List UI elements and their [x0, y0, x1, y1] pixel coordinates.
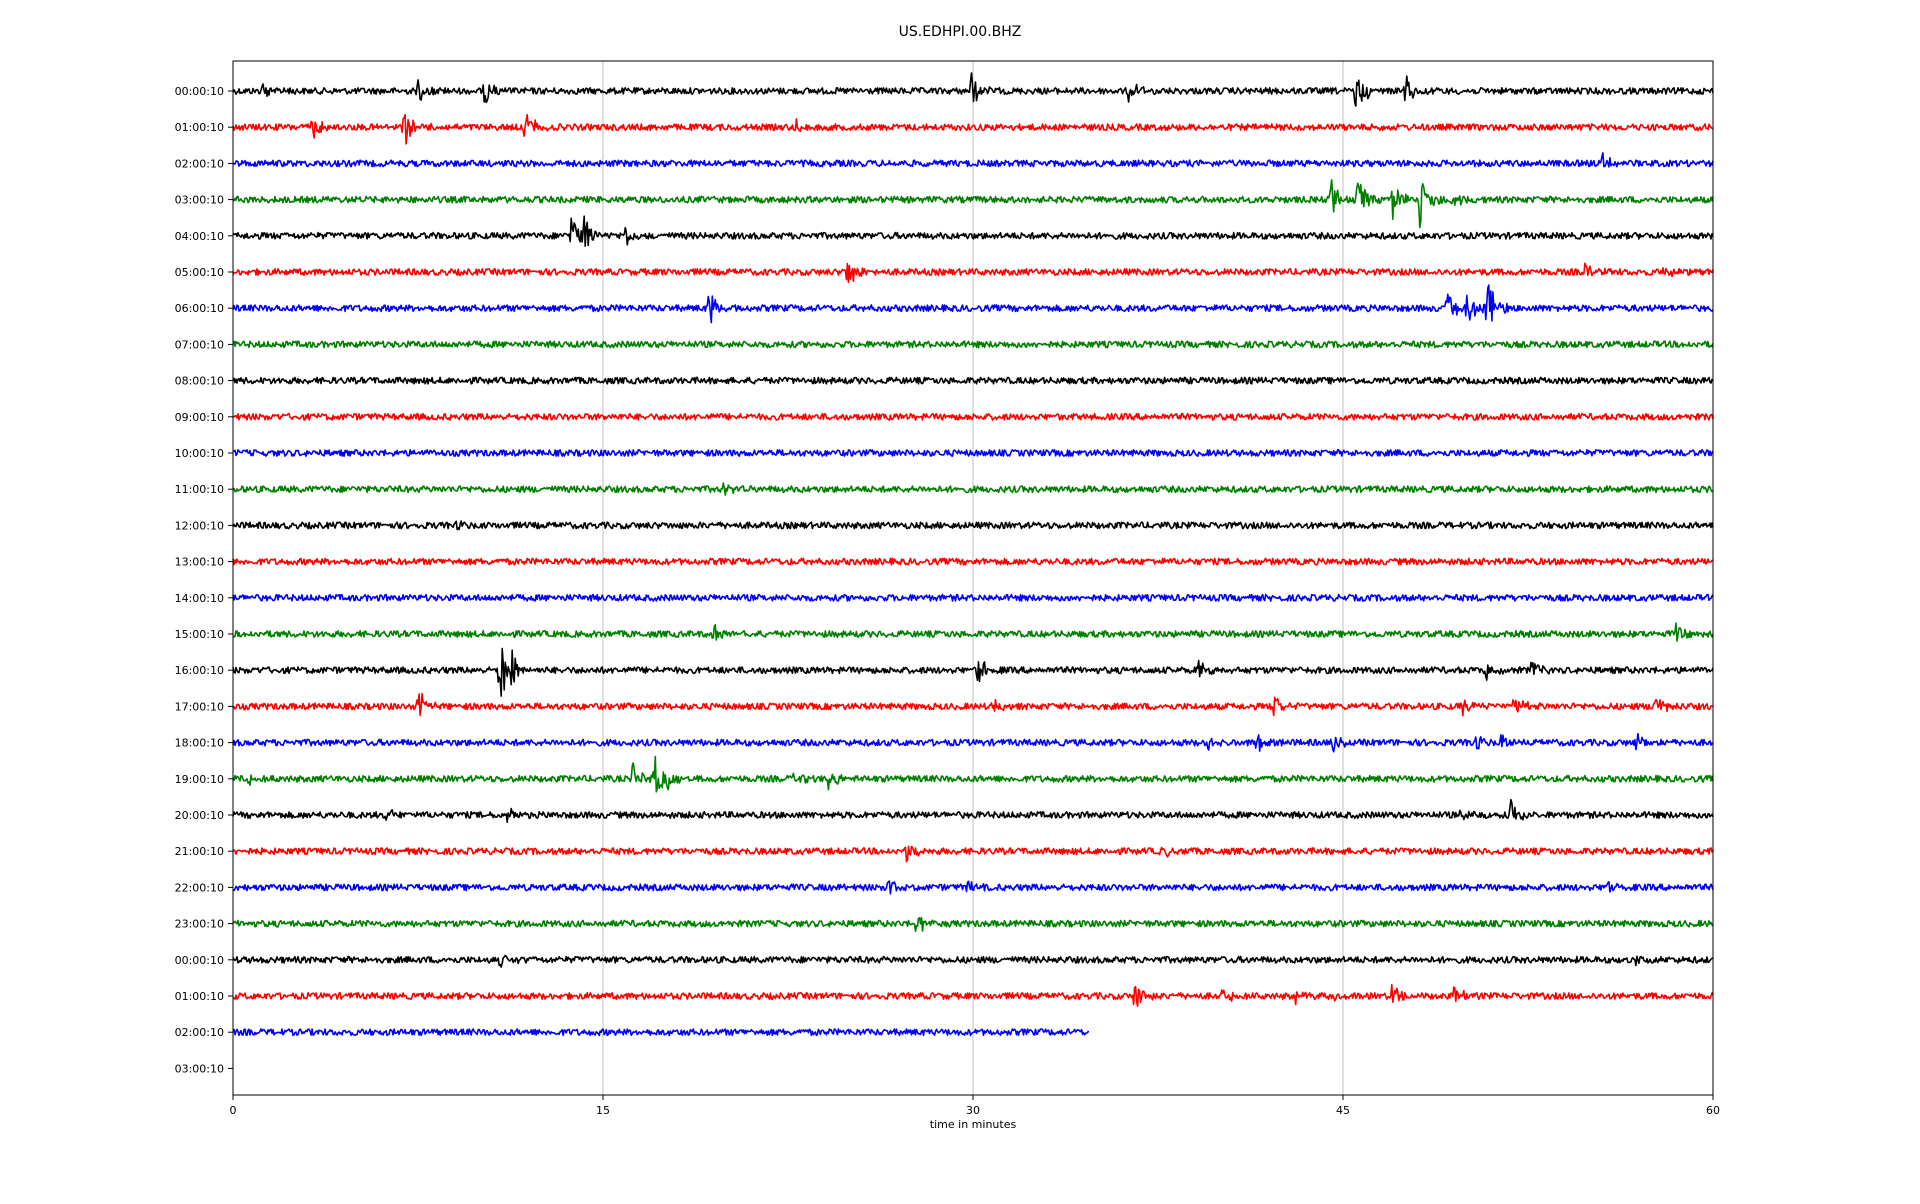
row-time-label: 04:00:10 — [175, 230, 224, 243]
row-time-label: 02:00:10 — [175, 157, 224, 170]
trace-row-19 — [232, 755, 1714, 793]
row-time-label: 13:00:10 — [175, 556, 224, 569]
trace-row-6 — [232, 284, 1714, 324]
row-time-label: 20:00:10 — [175, 809, 224, 822]
x-axis-ticks: 0 15 30 45 60 — [230, 1095, 1720, 1117]
trace-row-8 — [232, 376, 1714, 385]
x-tick-label: 15 — [596, 1104, 610, 1117]
row-time-label: 07:00:10 — [175, 338, 224, 351]
row-time-label: 01:00:10 — [175, 990, 224, 1003]
trace-row-7 — [232, 340, 1714, 349]
trace-row-13 — [232, 557, 1714, 566]
row-time-label: 17:00:10 — [175, 700, 224, 713]
row-time-label: 16:00:10 — [175, 664, 224, 677]
row-time-label: 14:00:10 — [175, 592, 224, 605]
x-tick-label: 30 — [966, 1104, 980, 1117]
row-time-label: 09:00:10 — [175, 411, 224, 424]
trace-row-22 — [232, 880, 1714, 895]
grid-lines — [602, 61, 1344, 1095]
trace-row-1 — [232, 113, 1714, 145]
x-tick-label: 60 — [1706, 1104, 1720, 1117]
row-time-label: 01:00:10 — [175, 121, 224, 134]
row-time-label: 21:00:10 — [175, 845, 224, 858]
row-time-label: 05:00:10 — [175, 266, 224, 279]
row-time-label: 10:00:10 — [175, 447, 224, 460]
trace-row-11 — [232, 482, 1714, 496]
row-time-label: 11:00:10 — [175, 483, 224, 496]
trace-row-21 — [232, 845, 1714, 863]
trace-row-20 — [232, 798, 1714, 824]
trace-row-4 — [232, 215, 1714, 247]
trace-row-16 — [232, 647, 1714, 697]
trace-row-24 — [232, 954, 1714, 968]
trace-row-14 — [232, 593, 1714, 602]
row-time-label: 18:00:10 — [175, 737, 224, 750]
trace-row-26 — [232, 1028, 1090, 1037]
x-tick-label: 0 — [230, 1104, 237, 1117]
row-time-labels: 00:00:10 01:00:10 02:00:10 03:00:10 04:00:10… — [175, 85, 233, 1075]
trace-row-23 — [232, 916, 1714, 932]
row-time-label: 22:00:10 — [175, 881, 224, 894]
row-time-label: 00:00:10 — [175, 85, 224, 98]
trace-row-17 — [232, 692, 1714, 717]
trace-row-3 — [232, 179, 1714, 229]
trace-row-18 — [232, 732, 1714, 753]
trace-row-2 — [232, 152, 1714, 168]
trace-row-15 — [232, 622, 1714, 642]
row-time-label: 00:00:10 — [175, 954, 224, 967]
row-time-label: 06:00:10 — [175, 302, 224, 315]
x-tick-label: 45 — [1336, 1104, 1350, 1117]
trace-row-0 — [232, 72, 1714, 107]
row-time-label: 23:00:10 — [175, 918, 224, 931]
chart-title: US.EDHPI.00.BHZ — [899, 24, 1022, 40]
row-time-label: 02:00:10 — [175, 1026, 224, 1039]
row-time-label: 15:00:10 — [175, 628, 224, 641]
trace-row-25 — [232, 984, 1714, 1007]
row-time-label: 08:00:10 — [175, 375, 224, 388]
row-time-label: 03:00:10 — [175, 1062, 224, 1075]
row-time-label: 19:00:10 — [175, 773, 224, 786]
x-axis-label: time in minutes — [930, 1118, 1017, 1131]
trace-row-5 — [232, 262, 1714, 284]
trace-layer — [232, 72, 1714, 1037]
row-time-label: 12:00:10 — [175, 519, 224, 532]
trace-row-12 — [232, 520, 1714, 531]
row-time-label: 03:00:10 — [175, 194, 224, 207]
trace-row-9 — [232, 412, 1714, 421]
trace-row-10 — [232, 449, 1714, 457]
